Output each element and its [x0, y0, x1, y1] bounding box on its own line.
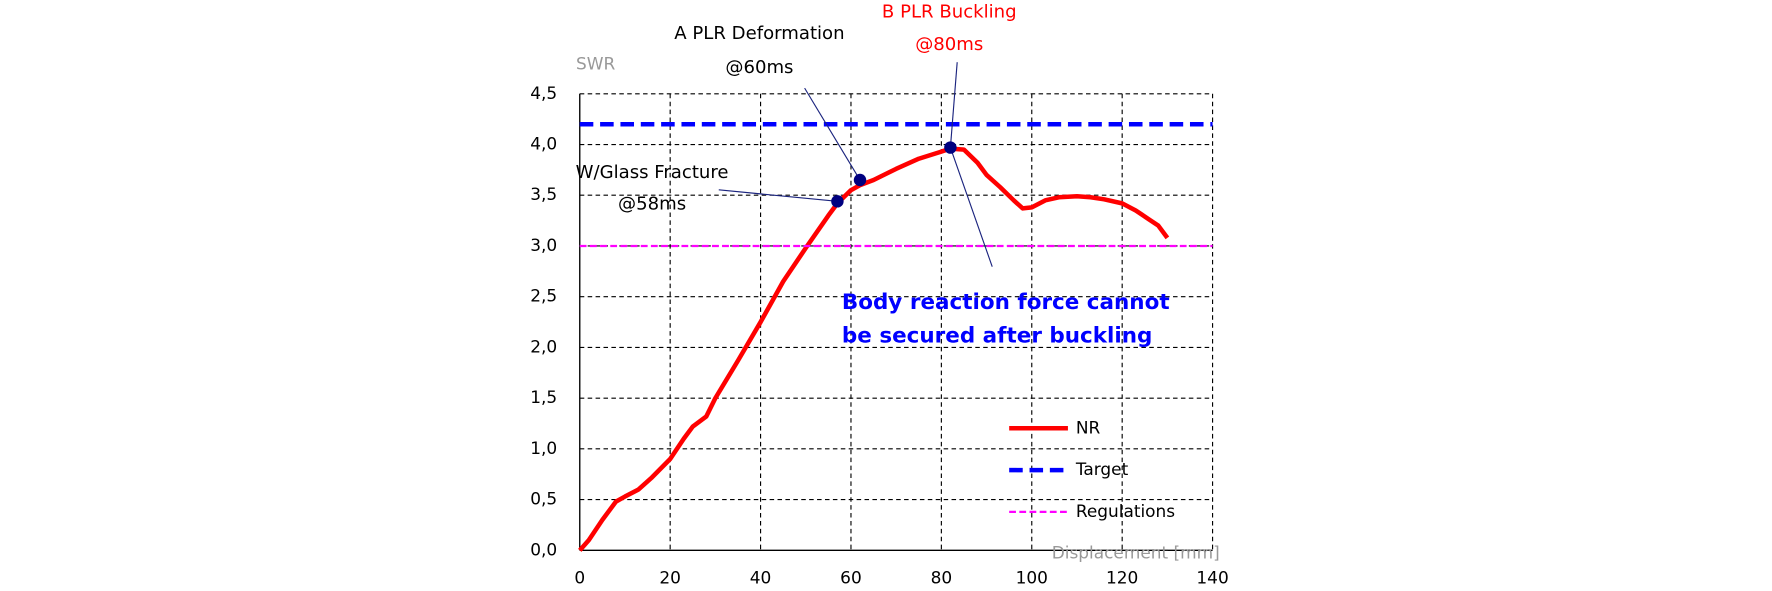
x-tick-label: 80	[931, 568, 953, 588]
annotation-text: A PLR Deformation	[674, 23, 844, 44]
annotation-text: B PLR Buckling	[882, 1, 1017, 22]
x-tick-label: 120	[1106, 568, 1138, 588]
annotation-marker	[944, 141, 957, 154]
y-tick-label: 1,0	[530, 438, 557, 458]
x-tick-label: 60	[840, 568, 862, 588]
x-tick-label: 140	[1196, 568, 1228, 588]
y-tick-label: 0,0	[530, 539, 557, 559]
annotation-text: W/Glass Fracture	[576, 162, 729, 183]
x-tick-label: 40	[750, 568, 772, 588]
x-tick-label: 0	[574, 568, 585, 588]
legend-label: NR	[1076, 417, 1101, 437]
x-tick-label: 100	[1016, 568, 1048, 588]
y-axis-label: SWR	[576, 53, 615, 73]
y-tick-label: 1,5	[530, 387, 557, 407]
y-tick-label: 3,0	[530, 235, 557, 255]
y-tick-label: 4,0	[530, 134, 557, 154]
legend-label: Target	[1075, 459, 1129, 479]
legend-label: Regulations	[1076, 501, 1175, 521]
y-tick-label: 2,5	[530, 286, 557, 306]
annotation-marker	[831, 195, 844, 208]
annotation-text: @80ms	[915, 34, 983, 55]
y-tick-label: 4,5	[530, 83, 557, 103]
note-text: be secured after buckling	[842, 324, 1152, 349]
leader-line	[804, 87, 861, 181]
series-line	[578, 146, 1170, 552]
leader-line	[949, 147, 993, 267]
leader-line	[949, 62, 958, 148]
annotation-text: @58ms	[618, 194, 686, 215]
leader-line	[718, 189, 838, 202]
x-tick-label: 20	[659, 568, 681, 588]
annotation-text: @60ms	[725, 57, 793, 78]
y-tick-label: 0,5	[530, 489, 557, 509]
y-tick-label: 3,5	[530, 184, 557, 204]
y-tick-label: 2,0	[530, 336, 557, 356]
annotation-marker	[853, 173, 867, 187]
note-text: Body reaction force cannot	[842, 290, 1170, 315]
x-axis-label: Displacement [mm]	[1052, 543, 1220, 563]
